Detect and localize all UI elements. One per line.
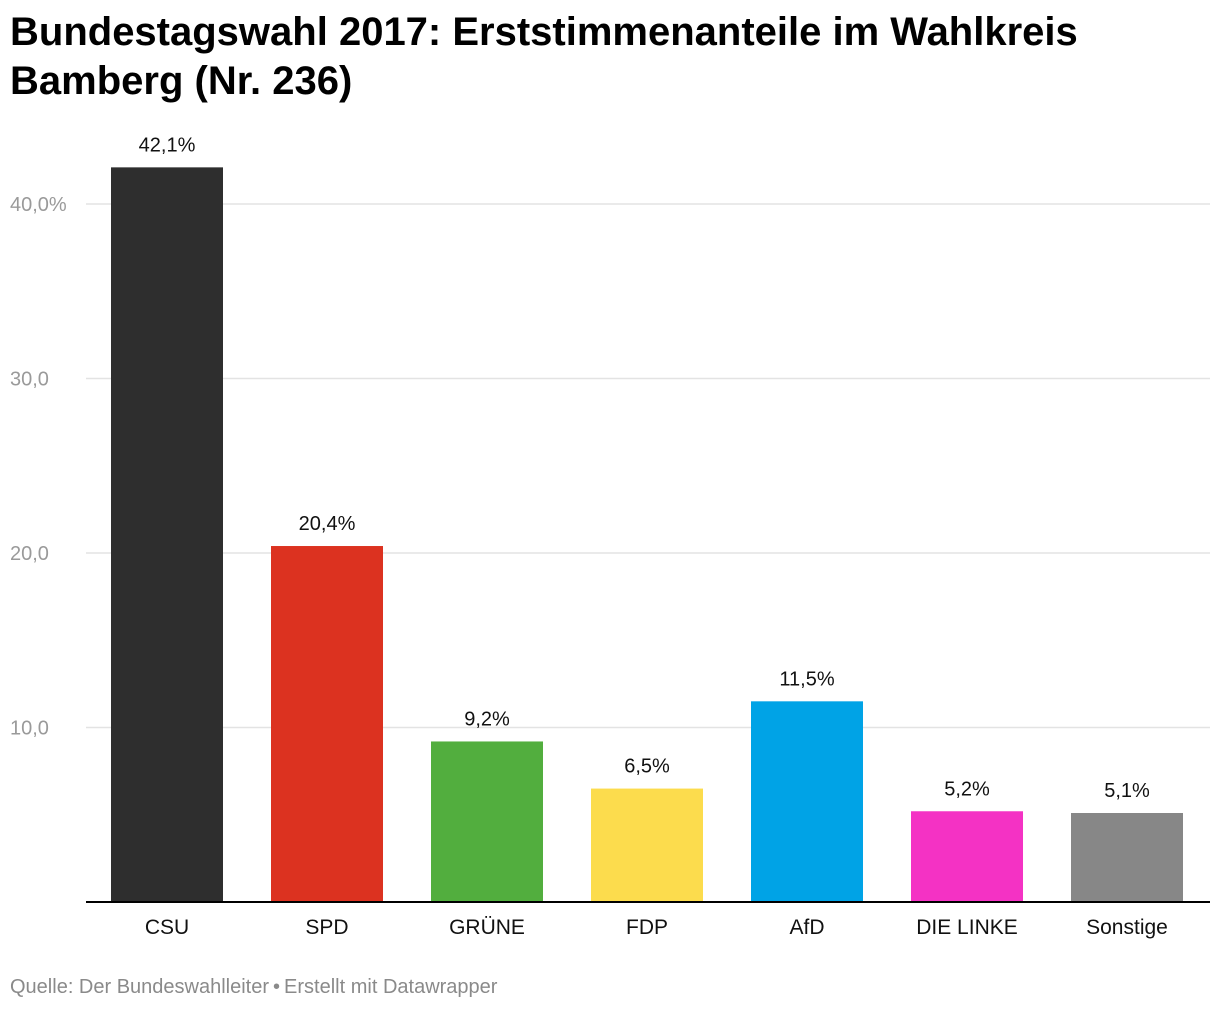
bar-value-label: 5,2%: [944, 778, 990, 800]
source-note: Quelle: Der Bundeswahlleiter: [10, 976, 270, 998]
bar-afd: [751, 701, 863, 902]
x-category-label: AfD: [789, 916, 824, 939]
y-tick-label: 30,0: [10, 369, 49, 391]
bar-value-label: 9,2%: [464, 708, 510, 730]
bar-value-label: 5,1%: [1104, 780, 1150, 802]
y-tick-label: 20,0: [10, 543, 49, 565]
bar-die-linke: [911, 811, 1023, 902]
x-category-label: FDP: [626, 916, 668, 939]
x-category-label: GRÜNE: [449, 916, 525, 939]
credit-note: Erstellt mit Datawrapper: [284, 976, 498, 998]
bar-fdp: [591, 788, 703, 902]
chart-title: Bundestagswahl 2017: Erststimmenanteile …: [10, 10, 1078, 103]
gridlines: [86, 203, 1210, 729]
x-category-label: Sonstige: [1086, 916, 1168, 939]
bar-spd: [271, 546, 383, 902]
bar-csu: [111, 167, 223, 903]
footer: Quelle: Der Bundeswahlleiter • Erstellt mi…: [10, 976, 497, 999]
x-category-label: CSU: [145, 916, 189, 939]
bar-sonstige: [1071, 813, 1183, 902]
footer-separator: •: [273, 976, 281, 998]
bar-value-label: 6,5%: [624, 756, 670, 778]
bar-value-label: 20,4%: [299, 513, 356, 535]
x-category-label: SPD: [305, 916, 348, 939]
bars: [111, 167, 1183, 903]
bar-value-label: 42,1%: [139, 134, 196, 156]
bar-value-label: 11,5%: [779, 668, 834, 690]
y-tick-label: 40,0%: [10, 194, 67, 216]
bar-gr-ne: [431, 741, 543, 902]
y-tick-label: 10,0: [10, 718, 49, 740]
labels: 10,0 20,0 30,0 40,0% 42,1% CSU 20,4% SPD 9,2% GRÜ…: [10, 134, 1168, 939]
x-category-label: DIE LINKE: [916, 916, 1018, 939]
